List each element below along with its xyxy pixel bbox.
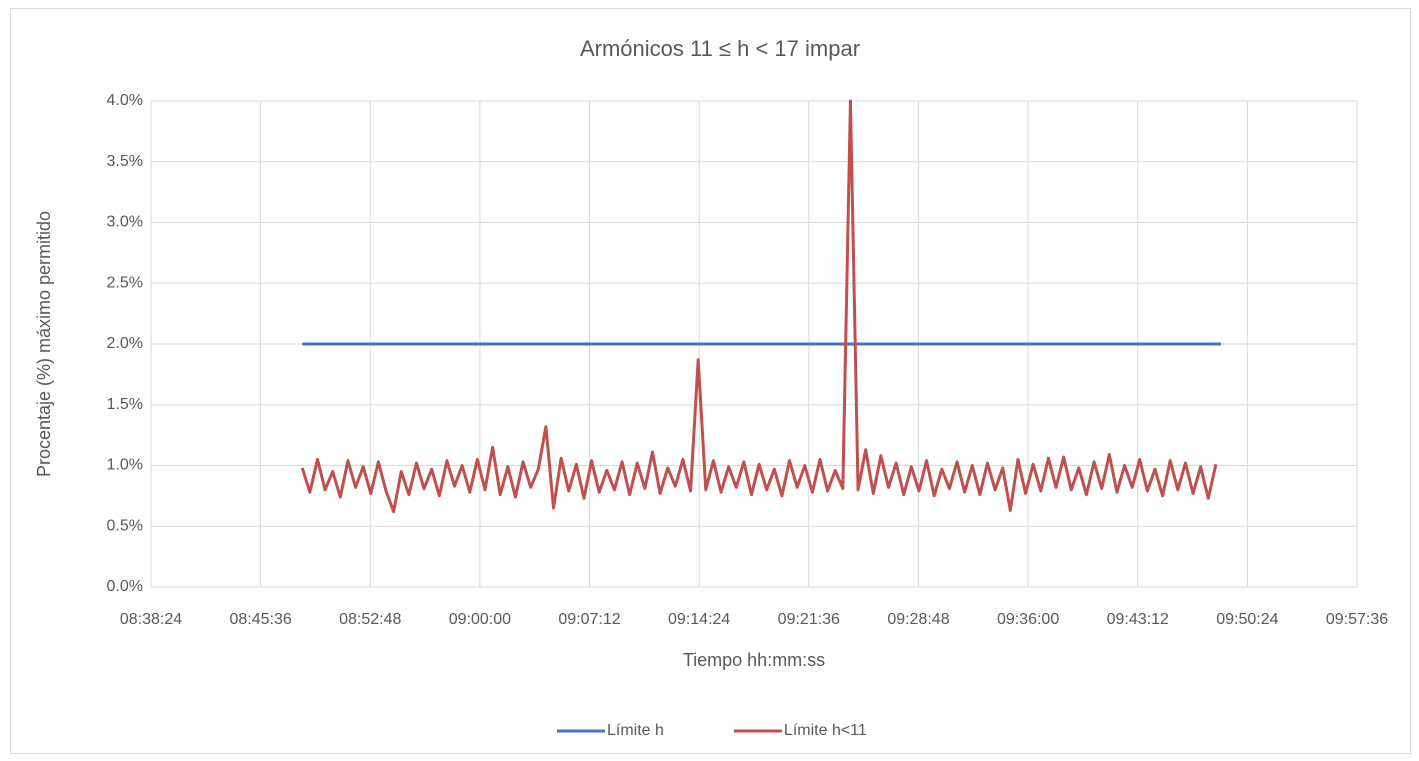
chart-border: [10, 8, 1411, 754]
y-tick-label: 3.5%: [107, 153, 143, 170]
x-tick-label: 09:28:48: [887, 611, 949, 628]
y-tick-label: 4.0%: [107, 92, 143, 109]
x-tick-label: 09:43:12: [1107, 611, 1169, 628]
y-tick-label: 0.0%: [107, 578, 143, 595]
x-tick-label: 08:45:36: [229, 611, 291, 628]
y-tick-label: 2.5%: [107, 274, 143, 291]
x-tick-label: 08:52:48: [339, 611, 401, 628]
x-tick-label: 09:57:36: [1326, 611, 1388, 628]
y-axis-title: Procentaje (%) máximo permitido: [34, 211, 54, 477]
legend-label: Límite h: [607, 722, 664, 739]
y-tick-label: 0.5%: [107, 517, 143, 534]
data-line: [300, 99, 1218, 514]
y-tick-label: 3.0%: [107, 214, 143, 231]
x-tick-label: 09:00:00: [449, 611, 511, 628]
x-tick-label: 09:14:24: [668, 611, 730, 628]
x-tick-label: 09:50:24: [1216, 611, 1278, 628]
y-tick-label: 1.5%: [107, 396, 143, 413]
x-tick-label: 08:38:24: [120, 611, 182, 628]
y-tick-label: 2.0%: [107, 335, 143, 352]
x-tick-label: 09:36:00: [997, 611, 1059, 628]
x-tick-label: 09:21:36: [778, 611, 840, 628]
legend-label: Límite h<11: [784, 722, 867, 739]
x-tick-label: 09:07:12: [558, 611, 620, 628]
chart-title: Armónicos 11 ≤ h < 17 impar: [580, 36, 860, 61]
x-axis-title: Tiempo hh:mm:ss: [683, 650, 825, 670]
y-tick-label: 1.0%: [107, 457, 143, 474]
